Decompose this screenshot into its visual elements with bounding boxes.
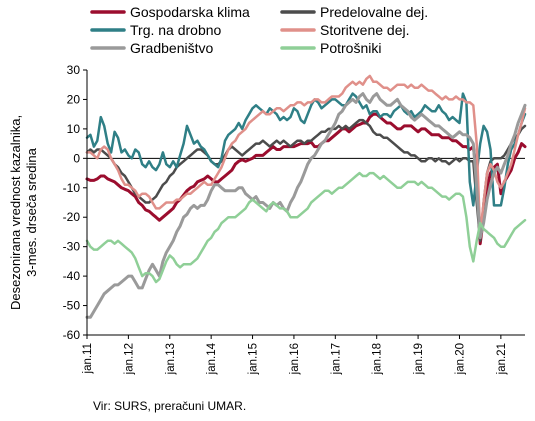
x-tick-label: jan.12 — [123, 343, 135, 375]
series-line-trg-na-drobno — [85, 92, 527, 207]
y-tick-label: -60 — [63, 328, 81, 342]
x-tick-label: jan.18 — [372, 343, 384, 375]
y-tick-label: 0 — [73, 151, 80, 165]
legend-label: Potrošniki — [320, 40, 381, 56]
axes — [86, 70, 525, 336]
series-line-gradbeni-tvo — [85, 92, 527, 319]
x-tick-label: jan.13 — [165, 343, 177, 375]
y-tick-label: -10 — [63, 181, 81, 195]
y-tick-label: 10 — [67, 122, 81, 136]
y-tick-label: 20 — [67, 92, 81, 106]
y-tick-label: -20 — [63, 210, 81, 224]
y-axis-label: Desezonirana vrednost kazalnika,3-mes. d… — [8, 115, 39, 310]
x-tick-label: jan.14 — [206, 342, 218, 375]
x-tick-label: jan.11 — [82, 343, 94, 374]
y-tick-label: 30 — [67, 63, 81, 77]
x-tick-labels: jan.11 jan.12 jan.13 jan.14 jan.15 jan.16 jan.… — [82, 335, 508, 375]
series-layer — [85, 74, 527, 319]
y-tick-label: -40 — [63, 269, 81, 283]
legend-label: Gospodarska klima — [130, 4, 250, 20]
y-tick-label: -30 — [63, 240, 81, 254]
legend-label: Storitvene dej. — [320, 22, 410, 38]
series-line-potro-niki — [85, 171, 527, 284]
series-line-storitvene-dej- — [85, 74, 527, 237]
legend: Gospodarska klima Predelovalne dej. Trg. n… — [90, 4, 428, 56]
series-line-predelovalne-dej- — [85, 118, 527, 243]
x-tick-label: jan.17 — [330, 343, 342, 375]
x-tick-label: jan.16 — [289, 343, 301, 375]
y-tick-label: -50 — [63, 299, 81, 313]
x-tick-label: jan.20 — [454, 343, 466, 375]
x-tick-label: jan.15 — [248, 343, 260, 375]
legend-label: Trg. na drobno — [130, 22, 222, 38]
x-tick-label: jan.19 — [413, 343, 425, 375]
legend-label: Gradbeništvo — [130, 40, 213, 56]
y-axis-label-text: Desezonirana vrednost kazalnika,3-mes. d… — [8, 115, 39, 310]
legend-label: Predelovalne dej. — [320, 4, 428, 20]
source-note: Vir: SURS, preračuni UMAR. — [93, 399, 247, 413]
y-tick-labels: -60 -50 -40 -30 -20 -10 0 10 20 30 — [63, 63, 87, 342]
x-tick-label: jan.21 — [496, 343, 508, 375]
